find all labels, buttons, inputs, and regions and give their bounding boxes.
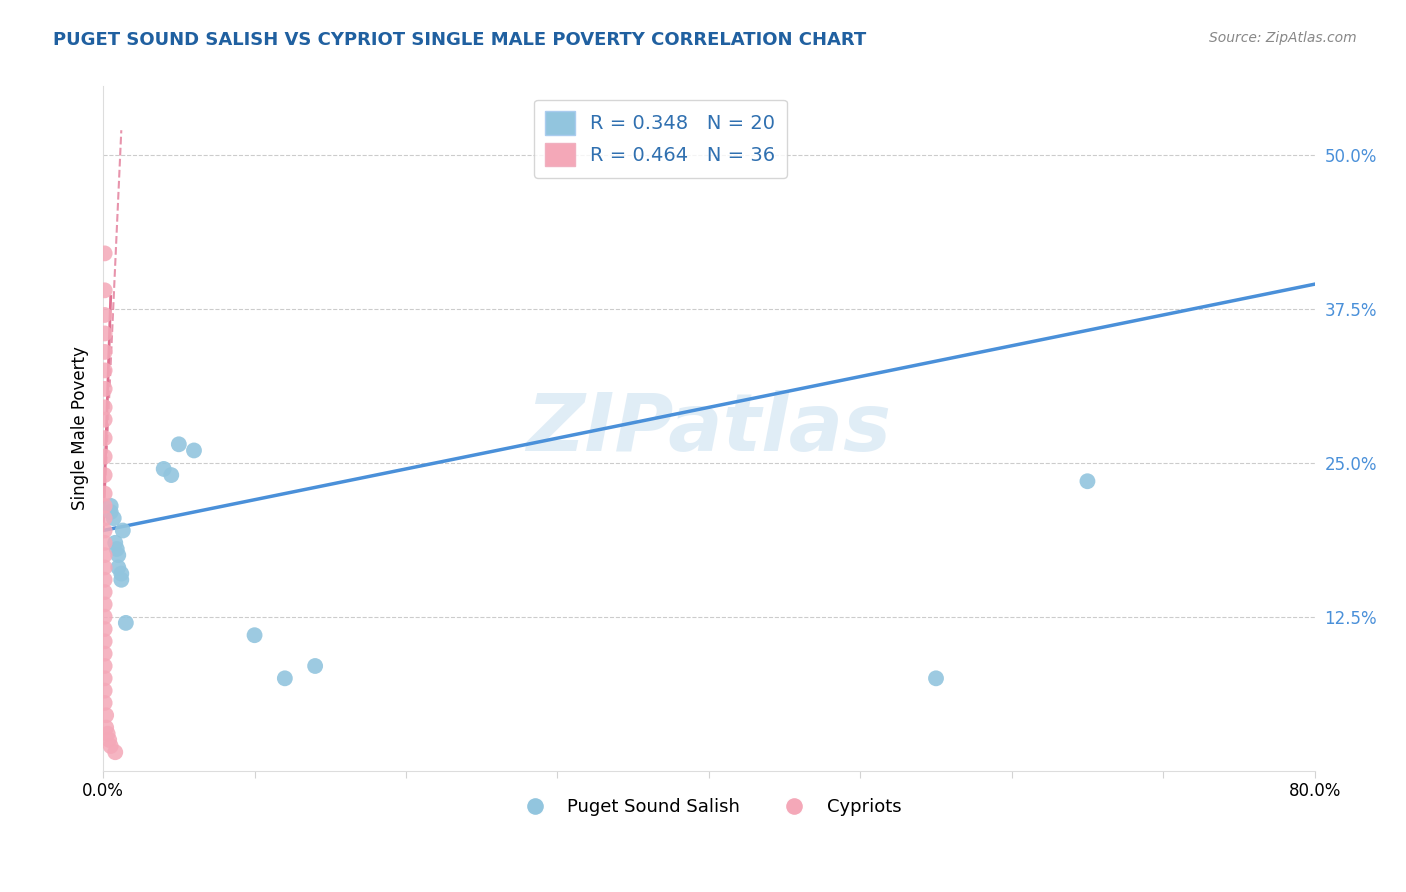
Point (93, 511, 115, 525)
Point (243, 628, 266, 642)
Point (93, 412, 115, 426)
Point (1076, 475, 1098, 489)
Point (93, 585, 115, 599)
Point (97, 727, 120, 741)
Point (93, 524, 115, 538)
Point (167, 437, 190, 451)
Point (93, 499, 115, 513)
Point (107, 560, 129, 574)
Point (93, 560, 115, 574)
Point (93, 696, 115, 710)
Point (93, 671, 115, 685)
Y-axis label: Single Male Poverty: Single Male Poverty (72, 347, 89, 510)
Point (93, 345, 115, 359)
Point (93, 401, 115, 415)
Point (93, 308, 115, 322)
Point (93, 246, 115, 260)
Point (152, 462, 174, 476)
Point (93, 683, 115, 698)
Point (110, 566, 132, 581)
Point (103, 511, 125, 525)
Point (93, 431, 115, 445)
Point (105, 541, 128, 556)
Legend: Puget Sound Salish, Cypriots: Puget Sound Salish, Cypriots (509, 791, 908, 823)
Text: Source: ZipAtlas.com: Source: ZipAtlas.com (1209, 31, 1357, 45)
Point (93, 382, 115, 396)
Point (104, 536, 127, 550)
Point (93, 450, 115, 464)
Point (925, 671, 948, 685)
Point (93, 622, 115, 636)
Point (111, 524, 134, 538)
Point (98, 732, 121, 747)
Point (160, 468, 183, 483)
Text: PUGET SOUND SALISH VS CYPRIOT SINGLE MALE POVERTY CORRELATION CHART: PUGET SOUND SALISH VS CYPRIOT SINGLE MAL… (53, 31, 866, 49)
Point (100, 499, 122, 513)
Point (93, 283, 115, 297)
Point (304, 659, 326, 673)
Text: ZIPatlas: ZIPatlas (526, 390, 891, 467)
Point (183, 443, 205, 458)
Point (93, 468, 115, 483)
Point (115, 615, 138, 630)
Point (93, 573, 115, 587)
Point (93, 548, 115, 562)
Point (93, 536, 115, 550)
Point (107, 548, 129, 562)
Point (100, 505, 122, 519)
Point (93, 486, 115, 500)
Point (93, 609, 115, 624)
Point (93, 363, 115, 377)
Point (96, 721, 118, 735)
Point (100, 739, 122, 753)
Point (93, 634, 115, 648)
Point (93, 598, 115, 612)
Point (104, 745, 127, 759)
Point (93, 659, 115, 673)
Point (93, 647, 115, 661)
Point (93, 326, 115, 341)
Point (96, 708, 118, 723)
Point (274, 671, 297, 685)
Point (110, 573, 132, 587)
